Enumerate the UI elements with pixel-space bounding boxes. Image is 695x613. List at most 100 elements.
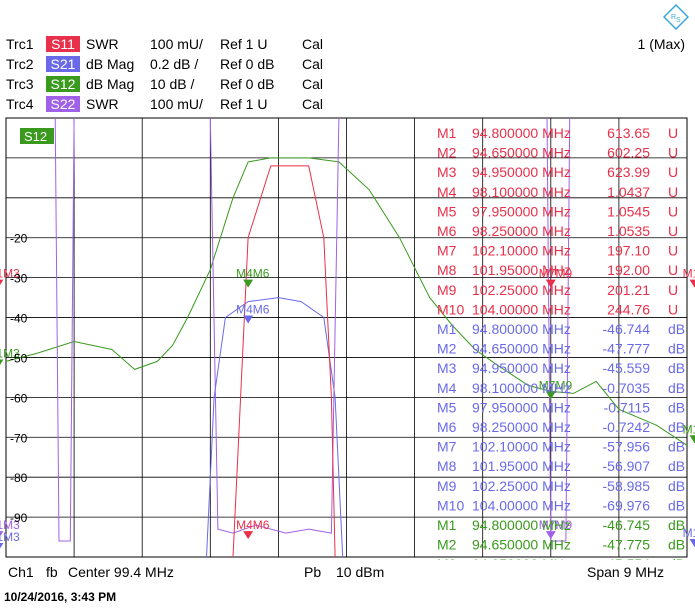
- trace-scale: 100 mU/: [150, 36, 203, 52]
- marker-row-unit: U: [668, 184, 678, 200]
- marker-row-name: M5: [437, 399, 457, 415]
- marker-row-freq: 101.95000 MHz: [472, 458, 571, 474]
- marker-row-freq: 97.950000 MHz: [472, 203, 571, 219]
- marker-row-freq: 94.950000 MHz: [472, 164, 571, 180]
- trace-name: Trc3: [6, 76, 34, 92]
- marker-row-name: M6: [437, 419, 457, 435]
- trace-s12-line: [5, 157, 688, 446]
- marker-row-freq: 102.10000 MHz: [472, 439, 571, 455]
- marker-row-unit: U: [668, 223, 678, 239]
- trace-ref: Ref 0 dB: [220, 56, 275, 72]
- marker-row-name: M3: [437, 556, 457, 560]
- trace-format: dB Mag: [86, 56, 135, 72]
- marker-triangle: [545, 279, 556, 288]
- marker-row-unit: U: [668, 282, 678, 298]
- marker-row-unit: dB: [668, 458, 685, 474]
- trace-s22-center: [209, 117, 340, 534]
- marker-row-name: M8: [437, 262, 457, 278]
- trace-ref: Ref 1 U: [220, 96, 268, 112]
- marker-row-unit: U: [668, 145, 678, 161]
- marker-row-value: -47.775: [603, 537, 651, 553]
- marker-row-value: -0.7242: [603, 419, 651, 435]
- marker-row-freq: 102.25000 MHz: [472, 478, 571, 494]
- marker-row-name: M7: [437, 439, 457, 455]
- channel-label: Ch1: [8, 564, 34, 580]
- trace-row-trc2[interactable]: Trc2 S21 dB Mag 0.2 dB / Ref 0 dB Cal: [6, 56, 323, 72]
- marker-label: M1M3: [0, 267, 20, 281]
- trace-cal: Cal: [302, 76, 324, 92]
- trace-header: Trc1 S11 SWR 100 mU/Ref 1 U Cal Trc2 S21 dB Mag…: [0, 0, 695, 118]
- marker-row-unit: U: [668, 125, 678, 141]
- marker-row-name: M9: [437, 478, 457, 494]
- marker-triangle: [0, 279, 4, 286]
- marker-row-value: -56.907: [603, 458, 651, 474]
- marker-row-value: 1.0437: [607, 184, 650, 200]
- trace-scale: 0.2 dB /: [150, 56, 199, 72]
- trace-s21-line: [206, 297, 344, 558]
- marker-row-name: M6: [437, 223, 457, 239]
- marker-label: M4M6: [236, 518, 270, 532]
- marker-row-value: -0.7035: [603, 380, 651, 396]
- trace-name: Trc2: [6, 56, 34, 72]
- marker-row-unit: dB: [668, 360, 685, 376]
- trace-row-trc3[interactable]: Trc3 S12 dB Mag 10 dB / Ref 0 dB Cal: [6, 76, 323, 92]
- trace-format: dB Mag: [86, 76, 135, 92]
- y-tick-label: -70: [10, 431, 28, 445]
- svg-text:R: R: [671, 14, 676, 21]
- marker-row-unit: dB: [668, 341, 685, 357]
- marker-row-value: 197.10: [607, 243, 650, 259]
- marker-row-freq: 94.800000 MHz: [472, 125, 571, 141]
- marker-row-freq: 94.950000 MHz: [472, 360, 571, 376]
- pb-label: Pb: [304, 564, 322, 580]
- window-label: 1 (Max): [637, 36, 685, 52]
- chart-plot[interactable]: S12 M1M3M4M6M7M9M10M1M3M4M6M7M9M10M1M3M1…: [0, 0, 695, 560]
- marker-row-value: 1.0535: [607, 223, 650, 239]
- trace-name: Trc1: [6, 36, 34, 52]
- marker-label: M10: [683, 422, 695, 436]
- y-tick-label: -50: [10, 351, 28, 365]
- trace-row-trc4[interactable]: Trc4 S22 SWR 100 mU/Ref 1 U Cal: [6, 96, 323, 112]
- trace-param: S11: [46, 36, 80, 52]
- marker-row-unit: dB: [668, 439, 685, 455]
- marker-row-name: M2: [437, 537, 457, 553]
- trace-cal: Cal: [302, 36, 324, 52]
- active-trace-label: S12: [24, 129, 47, 144]
- trace-cal: Cal: [302, 56, 324, 72]
- marker-row-unit: dB: [668, 556, 685, 560]
- marker-row-name: M3: [437, 164, 457, 180]
- marker-triangle: [0, 531, 4, 537]
- active-trace-badge: [20, 128, 54, 144]
- marker-row-unit: U: [668, 203, 678, 219]
- marker-row-value: -46.745: [603, 517, 651, 533]
- marker-row-freq: 94.800000 MHz: [472, 517, 571, 533]
- y-tick-label: -20: [10, 232, 28, 246]
- trace-s22-left: [54, 117, 75, 542]
- marker-row-name: M1: [437, 125, 457, 141]
- marker-row-name: M1: [437, 321, 457, 337]
- marker-row-freq: 102.10000 MHz: [472, 243, 571, 259]
- power-label: 10 dBm: [336, 564, 385, 580]
- marker-triangle: [545, 531, 556, 540]
- span-label: Span 9 MHz: [587, 564, 665, 580]
- marker-row-name: M5: [437, 203, 457, 219]
- trace-ref: Ref 0 dB: [220, 76, 275, 92]
- trace-scale: 100 mU/: [150, 96, 203, 112]
- marker-row-unit: U: [668, 243, 678, 259]
- marker-row-value: 613.65: [607, 125, 650, 141]
- marker-row-unit: dB: [668, 478, 685, 494]
- marker-row-name: M2: [437, 145, 457, 161]
- marker-row-value: 1.0545: [607, 203, 650, 219]
- y-tick-label: -80: [10, 471, 28, 485]
- marker-row-freq: 98.100000 MHz: [472, 184, 571, 200]
- marker-triangle: [0, 543, 4, 549]
- y-tick-label: -40: [10, 312, 28, 326]
- marker-row-value: -0.7115: [604, 399, 651, 415]
- trace-param: S12: [46, 76, 80, 92]
- marker-row-freq: 101.95000 MHz: [472, 262, 571, 278]
- y-tick-label: -60: [10, 391, 28, 405]
- marker-row-unit: dB: [668, 537, 685, 553]
- marker-row-value: -58.985: [603, 478, 651, 494]
- trace-row-trc1[interactable]: Trc1 S11 SWR 100 mU/Ref 1 U Cal: [6, 36, 323, 52]
- y-tick-label: -90: [10, 511, 28, 525]
- marker-row-name: M1: [437, 517, 457, 533]
